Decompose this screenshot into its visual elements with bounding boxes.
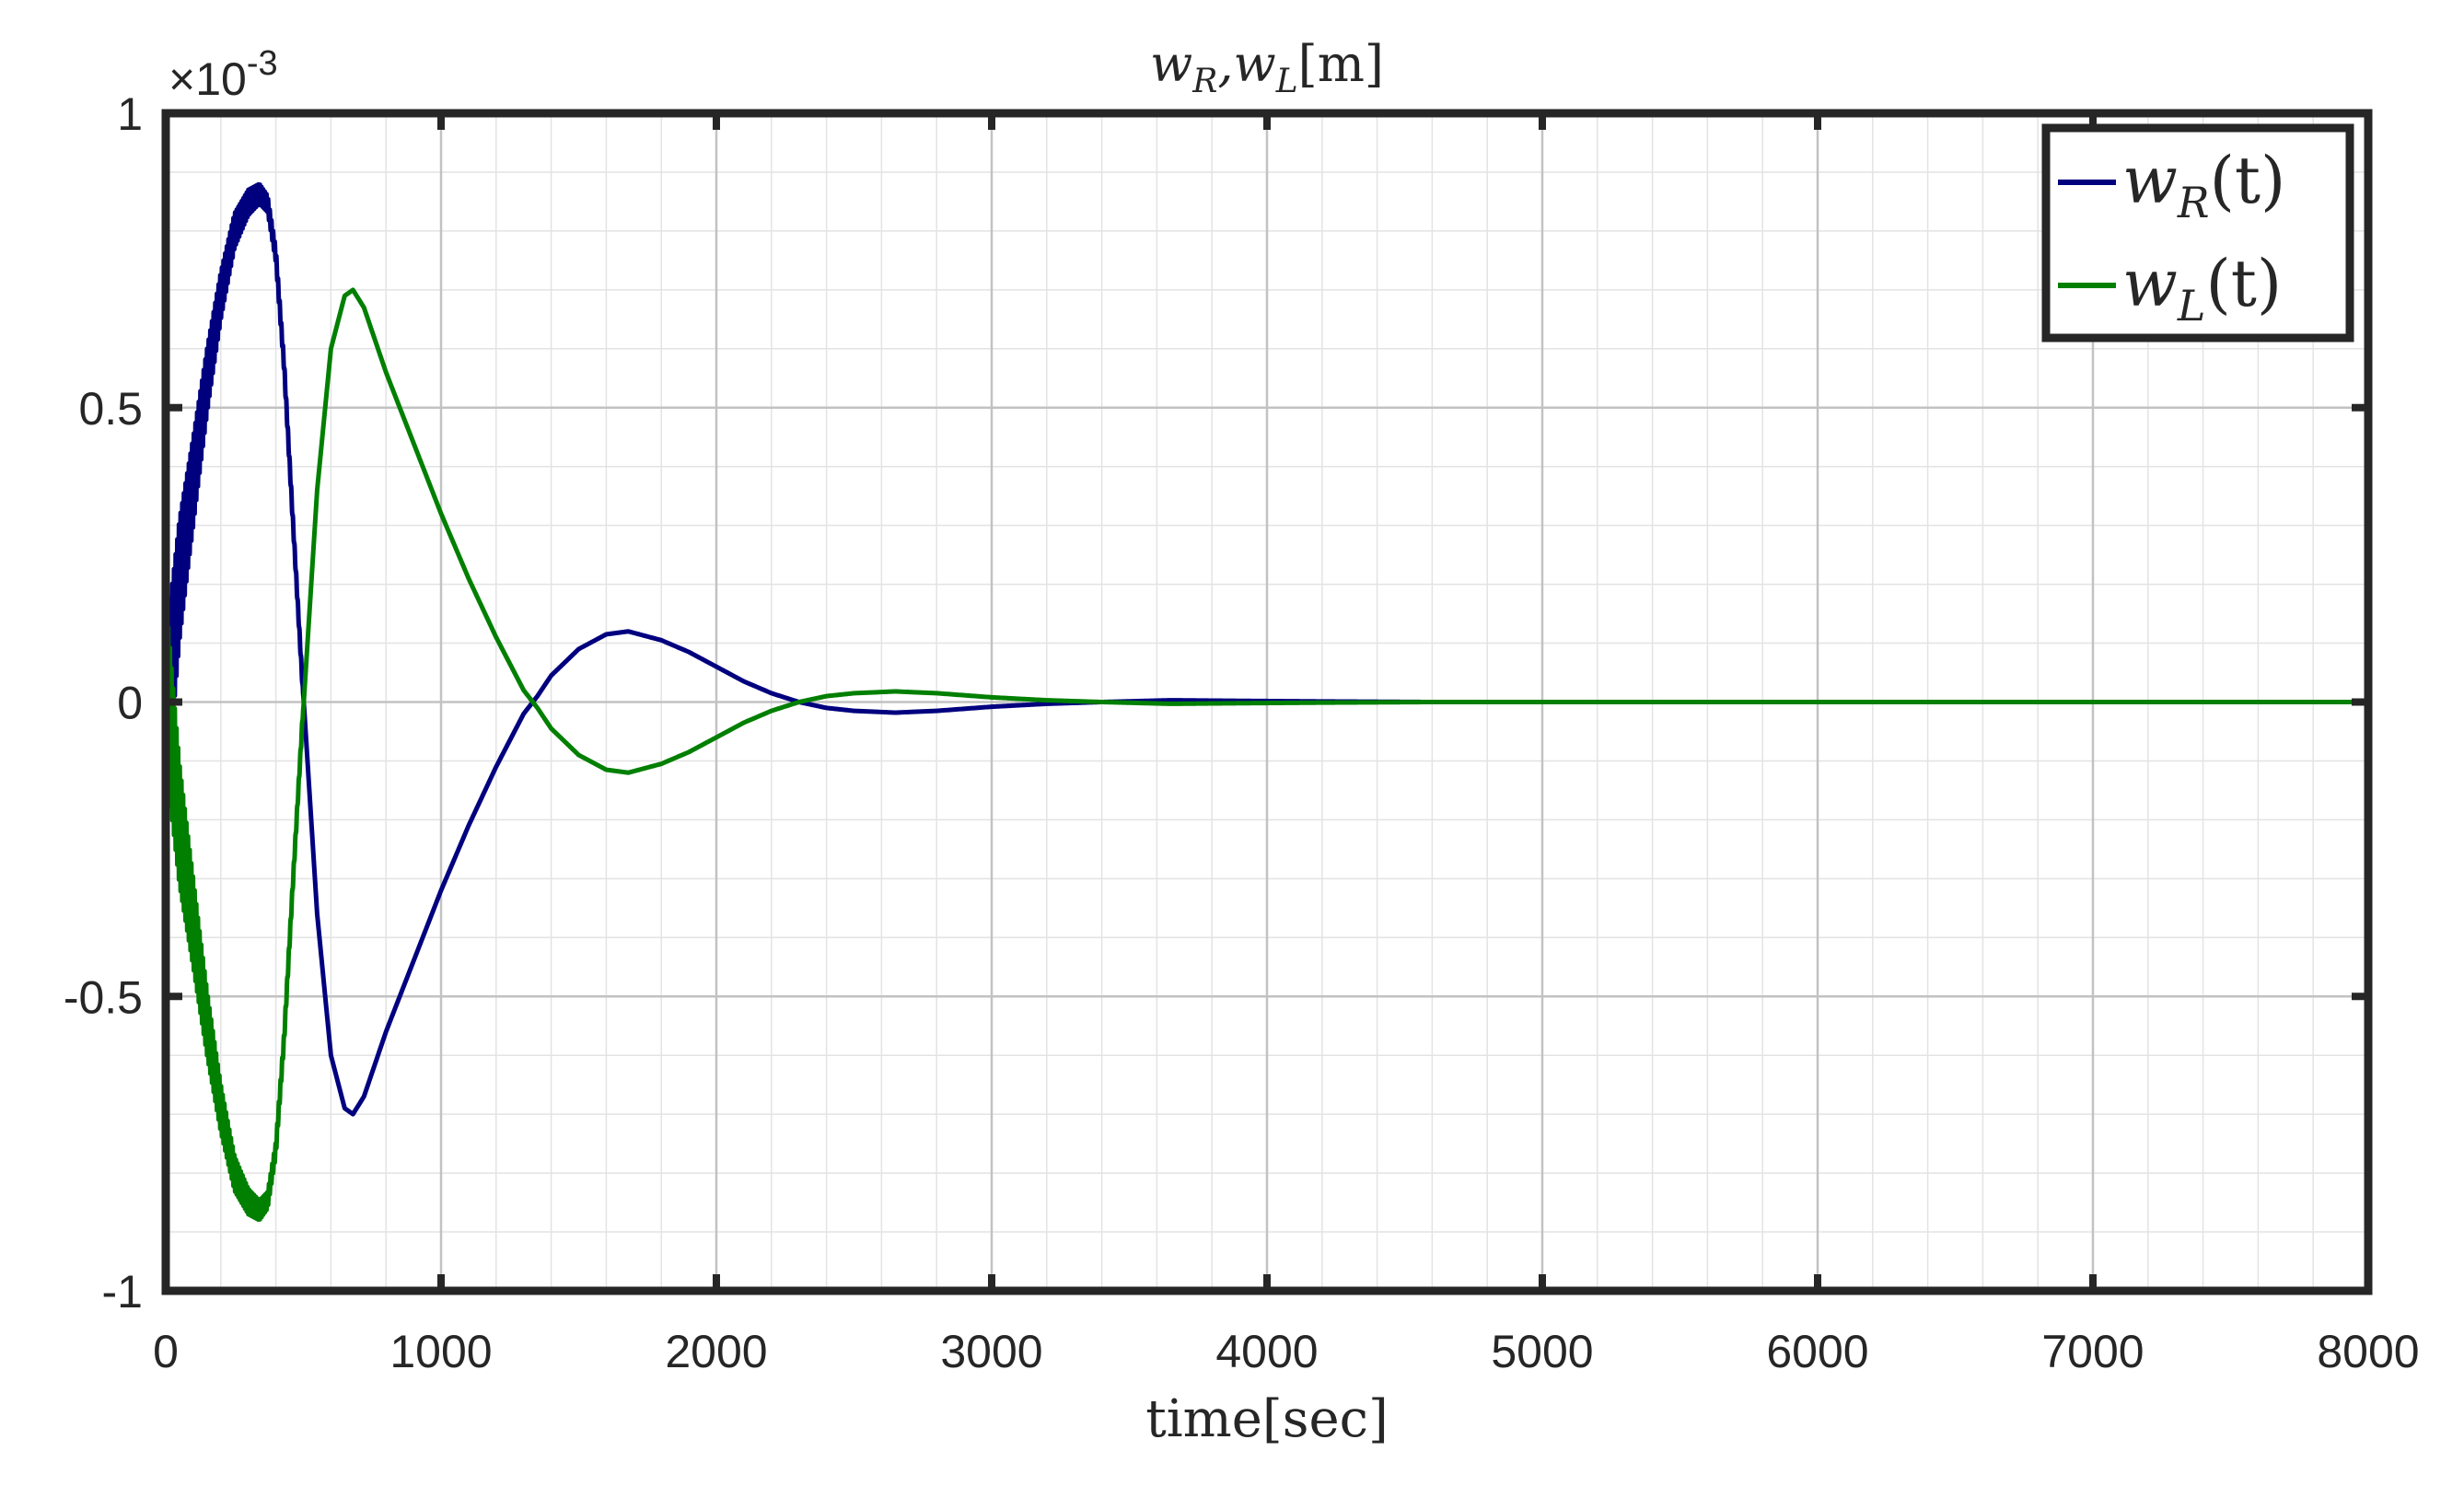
legend-wr-main: w [2122, 143, 2178, 218]
x-tick-label: 3000 [940, 1326, 1042, 1377]
y-tick-label: 0.5 [78, 383, 143, 435]
title-var-1: w [1150, 35, 1192, 93]
legend-wl-arg: (t) [2205, 246, 2282, 321]
legend-wl-sub: L [2177, 281, 2206, 331]
x-tick-label: 7000 [2041, 1326, 2144, 1377]
series-layer [163, 181, 2370, 1223]
y-tick-label: -1 [102, 1266, 143, 1318]
x-tick-labels: 0 1000 2000 3000 4000 5000 6000 7000 8000 [153, 1326, 2420, 1377]
title-sub-2: L [1275, 63, 1298, 100]
y-tick-label: -0.5 [64, 971, 143, 1023]
y-exponent-base: ×10 [169, 53, 247, 105]
legend-wr-sub: R [2177, 178, 2210, 227]
series-line-wl [163, 287, 2370, 1223]
x-tick-label: 4000 [1215, 1326, 1318, 1377]
x-tick-label: 1000 [389, 1326, 492, 1377]
y-tick-labels: 1 0.5 0 -0.5 -1 [64, 88, 143, 1318]
x-tick-label: 6000 [1766, 1326, 1868, 1377]
y-tick-label: 1 [117, 88, 143, 140]
x-axis-label: time[sec] [1145, 1389, 1389, 1449]
title-sub-1: R [1191, 63, 1217, 100]
y-exponent-power: -3 [247, 44, 278, 83]
x-tick-label: 0 [153, 1326, 179, 1377]
legend-label-wl: wL(t) [2122, 246, 2282, 331]
legend: wR(t) wL(t) [2041, 123, 2354, 342]
plot-frame [161, 109, 2373, 1295]
x-tick-label: 2000 [665, 1326, 767, 1377]
y-exponent: ×10-3 [169, 44, 278, 105]
x-tick-label: 5000 [1491, 1326, 1593, 1377]
y-tick-label: 0 [117, 678, 143, 729]
legend-wl-main: w [2122, 246, 2178, 321]
legend-wr-arg: (t) [2210, 143, 2286, 218]
x-tick-label: 8000 [2317, 1326, 2419, 1377]
title-unit: [m] [1298, 35, 1384, 93]
chart-title: wR,wL[m] [1150, 35, 1384, 100]
legend-label-wr: wR(t) [2122, 143, 2285, 227]
legend-box [2041, 123, 2354, 342]
title-separator: ,w [1217, 35, 1275, 93]
